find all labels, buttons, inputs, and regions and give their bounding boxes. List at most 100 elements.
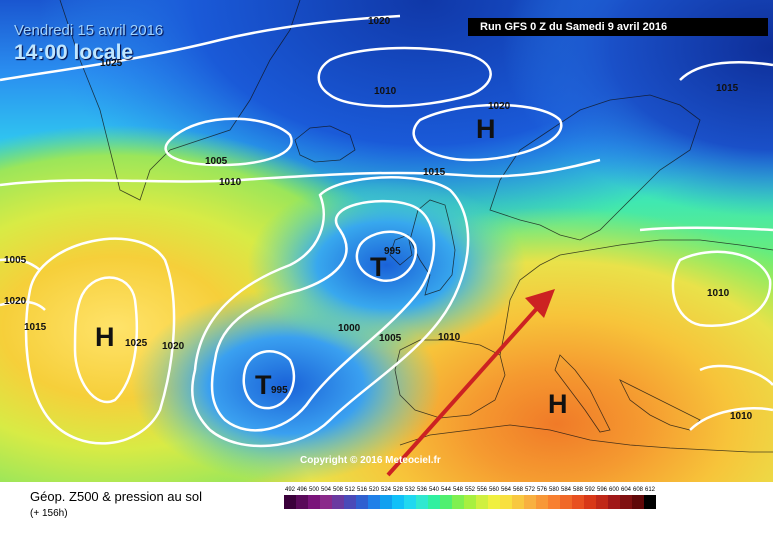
- isobar-label: 1015: [423, 167, 446, 178]
- scale-label: 528: [392, 487, 403, 493]
- isobar-label: 995: [271, 385, 288, 396]
- scale-label: 568: [512, 487, 523, 493]
- isobar-label: 1010: [730, 411, 753, 422]
- scale-swatch: [356, 495, 368, 509]
- color-scale: 492 496 500 504 508 512 516 520 524 528 532 536 540 5…: [284, 485, 656, 509]
- isobar-label: 1000: [338, 323, 361, 334]
- legend-footer: Géop. Z500 & pression au sol (+ 156h) 49…: [0, 482, 773, 543]
- scale-label: 524: [380, 487, 391, 493]
- scale-label: 612: [644, 487, 655, 493]
- scale-label: 564: [500, 487, 511, 493]
- scale-swatch: [620, 495, 632, 509]
- scale-label: 588: [572, 487, 583, 493]
- scale-swatch: [500, 495, 512, 509]
- run-label: Run GFS 0 Z du Samedi 9 avril 2016: [468, 18, 768, 36]
- isobar-label: 1010: [438, 332, 461, 343]
- isobar-label: 1005: [379, 333, 402, 344]
- scale-swatch: [644, 495, 656, 509]
- low-center-southwest: T: [255, 370, 272, 400]
- scale-swatch: [512, 495, 524, 509]
- scale-label: 508: [332, 487, 343, 493]
- scale-bar: [284, 495, 656, 509]
- scale-label: 552: [464, 487, 475, 493]
- isobar-label: 1010: [374, 86, 397, 97]
- scale-swatch: [308, 495, 320, 509]
- isobar-labels: 1020 1025 1010 1020 1015 1005 1010 1015 …: [4, 16, 753, 422]
- scale-label: 556: [476, 487, 487, 493]
- isobar-label: 1020: [162, 341, 185, 352]
- isobar-label: 1010: [219, 177, 242, 188]
- scale-label: 492: [284, 487, 295, 493]
- pressure-centers: H T H T H: [95, 114, 568, 419]
- scale-swatch: [488, 495, 500, 509]
- scale-label: 532: [404, 487, 415, 493]
- isobar-label: 1005: [205, 156, 228, 167]
- scale-label: 560: [488, 487, 499, 493]
- scale-label: 496: [296, 487, 307, 493]
- isobar-label: 1020: [488, 101, 511, 112]
- isobar-label: 1015: [24, 322, 47, 333]
- scale-label: 572: [524, 487, 535, 493]
- scale-swatch: [320, 495, 332, 509]
- scale-swatch: [476, 495, 488, 509]
- scale-swatch: [404, 495, 416, 509]
- scale-swatch: [368, 495, 380, 509]
- scale-swatch: [296, 495, 308, 509]
- scale-swatch: [524, 495, 536, 509]
- flow-arrow: [386, 289, 555, 477]
- scale-label: 520: [368, 487, 379, 493]
- isobar-label: 1010: [707, 288, 730, 299]
- isobars: [0, 14, 773, 448]
- scale-label: 500: [308, 487, 319, 493]
- scale-label: 548: [452, 487, 463, 493]
- scale-swatch: [332, 495, 344, 509]
- scale-swatch: [560, 495, 572, 509]
- scale-swatch: [632, 495, 644, 509]
- isobar-label: 1020: [368, 16, 391, 27]
- scale-label: 576: [536, 487, 547, 493]
- forecast-date: Vendredi 15 avril 2016: [14, 22, 164, 39]
- high-center-west: H: [95, 322, 115, 352]
- scale-label: 600: [608, 487, 619, 493]
- high-center-north: H: [476, 114, 496, 144]
- scale-label: 596: [596, 487, 607, 493]
- forecast-time: 14:00 locale: [14, 41, 134, 64]
- weather-map: 1020 1025 1010 1020 1015 1005 1010 1015 …: [0, 0, 773, 482]
- isobar-label: 1020: [4, 296, 27, 307]
- scale-swatch: [548, 495, 560, 509]
- scale-swatch: [344, 495, 356, 509]
- scale-swatch: [464, 495, 476, 509]
- isobar-label: 995: [384, 246, 401, 257]
- scale-label: 580: [548, 487, 559, 493]
- scale-label: 592: [584, 487, 595, 493]
- scale-swatch: [572, 495, 584, 509]
- scale-swatch: [380, 495, 392, 509]
- scale-swatch: [536, 495, 548, 509]
- scale-swatch: [428, 495, 440, 509]
- scale-swatch: [608, 495, 620, 509]
- legend-subtitle: (+ 156h): [30, 508, 68, 519]
- scale-swatch: [584, 495, 596, 509]
- copyright-text: Copyright © 2016 Meteociel.fr: [300, 455, 441, 466]
- isobar-label: 1025: [100, 58, 123, 69]
- scale-swatch: [284, 495, 296, 509]
- scale-label: 516: [356, 487, 367, 493]
- scale-swatch: [392, 495, 404, 509]
- scale-label: 512: [344, 487, 355, 493]
- high-center-south: H: [548, 389, 568, 419]
- scale-label: 504: [320, 487, 331, 493]
- low-center-mid: T: [370, 252, 387, 282]
- scale-labels: 492 496 500 504 508 512 516 520 524 528 532 536 540 5…: [284, 485, 656, 495]
- legend-title: Géop. Z500 & pression au sol: [30, 489, 202, 504]
- isobar-label: 1025: [125, 338, 148, 349]
- scale-label: 584: [560, 487, 571, 493]
- scale-label: 608: [632, 487, 643, 493]
- scale-label: 540: [428, 487, 439, 493]
- scale-label: 536: [416, 487, 427, 493]
- scale-label: 604: [620, 487, 631, 493]
- scale-label: 544: [440, 487, 451, 493]
- scale-swatch: [452, 495, 464, 509]
- isobar-label: 1005: [4, 255, 27, 266]
- scale-swatch: [596, 495, 608, 509]
- isobar-label: 1015: [716, 83, 739, 94]
